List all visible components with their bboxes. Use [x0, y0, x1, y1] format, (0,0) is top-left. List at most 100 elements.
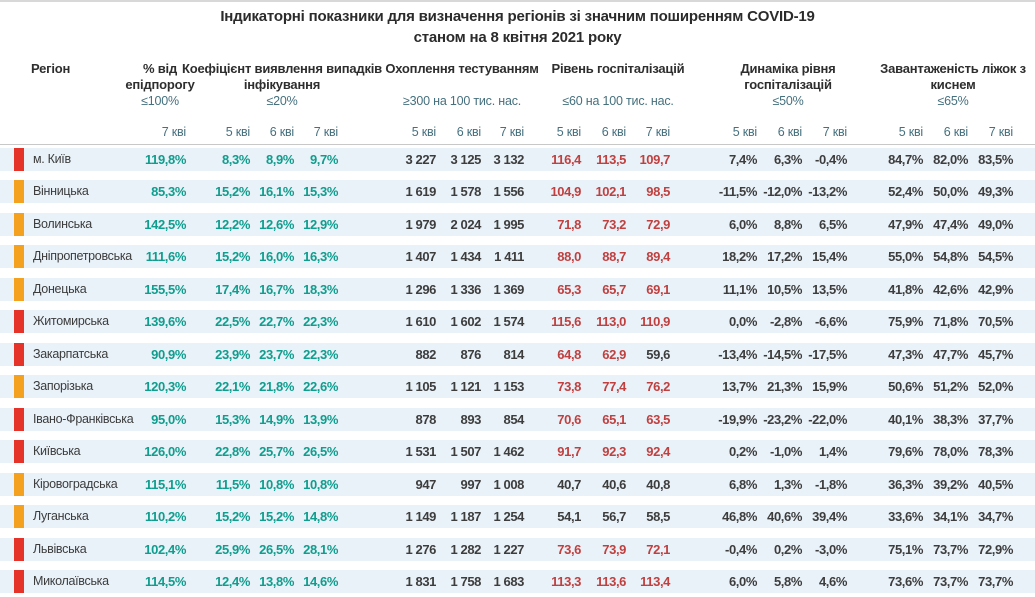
date-label: 6 кві	[269, 125, 295, 139]
hospitalization-level-value: 56,7	[602, 509, 626, 524]
hospitalization-dynamics-value: 18,2%	[722, 249, 757, 264]
detection-coefficient-value: 22,1%	[215, 379, 250, 394]
oxygen-beds-value: 73,6%	[888, 574, 923, 589]
hospitalization-level-value: 113,3	[551, 574, 581, 589]
hospitalization-dynamics-value: -0,4%	[815, 152, 847, 167]
hospitalization-level-value: 110,9	[640, 314, 670, 329]
testing-coverage-value: 1 153	[493, 379, 524, 394]
hospitalization-level-value: 64,8	[557, 347, 581, 362]
detection-coefficient-value: 16,1%	[259, 184, 294, 199]
testing-coverage-value: 1 276	[405, 542, 436, 557]
oxygen-beds-value: 37,7%	[978, 412, 1013, 427]
testing-coverage-value: 1 995	[493, 217, 524, 232]
table-row: Вінницька 85,3% 15,2% 16,1% 15,3% 1 619 1 578 1…	[0, 180, 1035, 203]
detection-coefficient-value: 22,3%	[303, 347, 338, 362]
region-status-marker	[14, 148, 24, 171]
epidemic-threshold-value: 120,3%	[144, 379, 186, 394]
hospitalization-dynamics-value: -19,9%	[718, 412, 757, 427]
epidemic-threshold-value: 119,8%	[145, 152, 186, 167]
hospitalization-level-value: 65,7	[602, 282, 626, 297]
testing-coverage-value: 2 024	[450, 217, 481, 232]
hospitalization-dynamics-value: 6,3%	[773, 152, 802, 167]
oxygen-beds-value: 47,9%	[888, 217, 923, 232]
detection-coefficient-value: 23,7%	[259, 347, 294, 362]
oxygen-beds-value: 55,0%	[888, 249, 923, 264]
region-name: Київська	[33, 444, 81, 458]
hospitalization-dynamics-value: 17,2%	[767, 249, 802, 264]
hospitalization-dynamics-value: 6,8%	[728, 477, 757, 492]
region-status-marker	[14, 180, 24, 203]
date-label: 7 кві	[161, 125, 187, 139]
detection-coefficient-value: 12,9%	[303, 217, 338, 232]
page-subtitle-date: станом на 8 квітня 2021 року	[413, 29, 622, 46]
detection-coefficient-value: 12,6%	[259, 217, 294, 232]
hospitalization-level-value: 63,5	[646, 412, 670, 427]
date-label: 5 кві	[898, 125, 924, 139]
testing-coverage-value: 1 683	[493, 574, 524, 589]
region-name: м. Київ	[33, 152, 71, 166]
testing-coverage-value: 1 507	[450, 444, 481, 459]
region-status-marker	[14, 245, 24, 268]
detection-coefficient-value: 14,8%	[303, 509, 338, 524]
region-name: Кіровоградська	[33, 477, 118, 491]
hospitalization-level-value: 89,4	[646, 249, 670, 264]
hospitalization-dynamics-value: -1,0%	[770, 444, 802, 459]
hospitalization-dynamics-value: 4,6%	[818, 574, 847, 589]
hospitalization-level-value: 76,2	[646, 379, 670, 394]
oxygen-beds-value: 40,1%	[888, 412, 923, 427]
region-name: Миколаївська	[33, 574, 109, 588]
detection-coefficient-value: 11,5%	[215, 477, 251, 492]
table-row: Запорізька 120,3% 22,1% 21,8% 22,6% 1 105 1 12…	[0, 375, 1035, 398]
hospitalization-dynamics-value: 8,8%	[773, 217, 802, 232]
epidemic-threshold-value: 126,0%	[144, 444, 186, 459]
testing-coverage-value: 1 369	[493, 282, 524, 297]
table-row: Івано-Франківська 95,0% 15,3% 14,9% 13,9% 878…	[0, 408, 1035, 431]
detection-coefficient-value: 18,3%	[303, 282, 338, 297]
oxygen-beds-value: 70,5%	[978, 314, 1013, 329]
date-label: 7 кві	[645, 125, 671, 139]
oxygen-beds-value: 39,2%	[933, 477, 968, 492]
group-title-hospitalization-dynamics: Динаміка рівня госпіталізацій	[740, 61, 836, 92]
oxygen-beds-value: 75,1%	[888, 542, 923, 557]
detection-coefficient-value: 9,7%	[309, 152, 338, 167]
testing-coverage-value: 1 121	[450, 379, 481, 394]
hospitalization-dynamics-value: 6,5%	[818, 217, 847, 232]
hospitalization-level-value: 70,6	[557, 412, 581, 427]
hospitalization-dynamics-value: -6,6%	[815, 314, 847, 329]
testing-coverage-value: 1 979	[405, 217, 436, 232]
hospitalization-level-value: 88,7	[602, 249, 626, 264]
testing-coverage-value: 1 149	[405, 509, 436, 524]
oxygen-beds-value: 42,6%	[933, 282, 968, 297]
testing-coverage-value: 1 105	[405, 379, 436, 394]
oxygen-beds-value: 52,4%	[888, 184, 923, 199]
group-title-hospitalization-level: Рівень госпіталізацій	[551, 61, 685, 76]
hospitalization-level-value: 98,5	[646, 184, 670, 199]
epidemic-threshold-value: 139,6%	[144, 314, 186, 329]
testing-coverage-value: 1 187	[450, 509, 481, 524]
hospitalization-dynamics-value: 6,0%	[728, 217, 757, 232]
date-label: 6 кві	[943, 125, 969, 139]
region-name: Івано-Франківська	[33, 412, 134, 426]
oxygen-beds-value: 82,0%	[933, 152, 968, 167]
testing-coverage-value: 1 602	[450, 314, 481, 329]
detection-coefficient-value: 16,7%	[259, 282, 294, 297]
hospitalization-level-value: 65,3	[557, 282, 581, 297]
hospitalization-dynamics-value: -1,8%	[815, 477, 847, 492]
detection-coefficient-value: 21,8%	[259, 379, 294, 394]
hospitalization-dynamics-value: -12,0%	[763, 184, 802, 199]
hospitalization-level-value: 73,2	[602, 217, 626, 232]
hospitalization-level-value: 59,6	[646, 347, 670, 362]
group-title-epidemic-threshold: % від епідпорогу	[125, 61, 195, 92]
threshold-detection: ≤20%	[266, 94, 298, 108]
oxygen-beds-value: 49,3%	[978, 184, 1013, 199]
table-row: Луганська 110,2% 15,2% 15,2% 14,8% 1 149 1 187…	[0, 505, 1035, 528]
oxygen-beds-value: 49,0%	[978, 217, 1013, 232]
hospitalization-dynamics-value: -0,4%	[725, 542, 757, 557]
table-row: Житомирська 139,6% 22,5% 22,7% 22,3% 1 610 1 6…	[0, 310, 1035, 333]
threshold-epidemic: ≤100%	[141, 94, 179, 108]
testing-coverage-value: 1 411	[494, 249, 524, 264]
hospitalization-level-value: 104,9	[550, 184, 581, 199]
hospitalization-dynamics-value: -11,5%	[718, 184, 757, 199]
detection-coefficient-value: 26,5%	[303, 444, 338, 459]
hospitalization-level-value: 116,4	[551, 152, 581, 167]
